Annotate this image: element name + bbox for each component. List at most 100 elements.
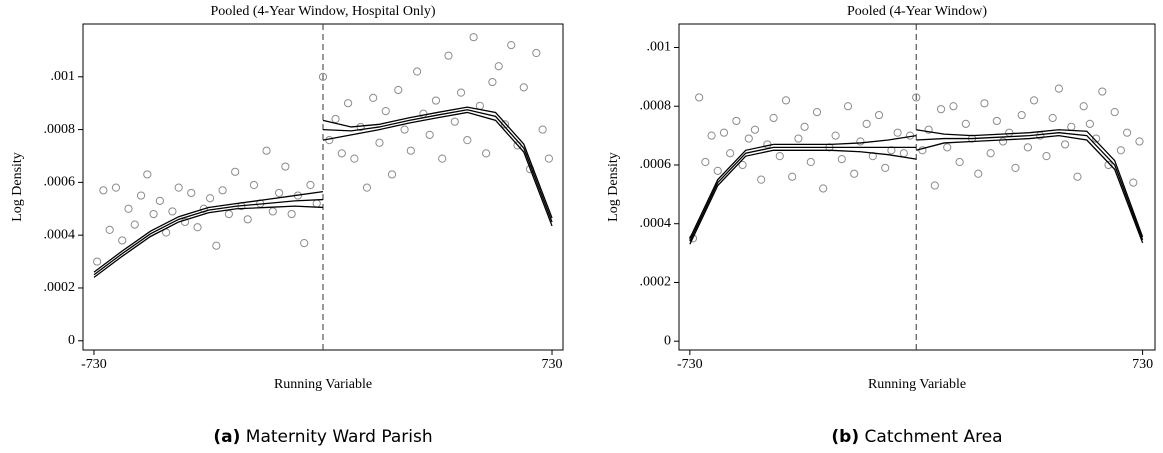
scatter-point [1135,137,1144,146]
scatter-point [726,149,735,158]
scatter-point [413,67,422,76]
chart-title: Pooled (4-Year Window) [847,4,987,19]
scatter-point [918,146,927,155]
y-axis-label: Log Density [10,152,25,222]
fit-line [322,111,553,227]
caption-label: (b) [831,427,859,447]
scatter-point [1048,113,1057,123]
scatter-point [1116,146,1125,155]
fit-line [322,106,553,219]
x-tick-label: 730 [542,357,563,372]
fit-line [93,205,324,278]
caption: (a) Maternity Ward Parish [213,427,432,447]
scatter-point [118,236,127,245]
scatter-point [111,183,121,192]
scatter-point [992,116,1001,126]
scatter-point [375,138,384,147]
scatter-point [936,105,946,114]
scatter-point [881,163,890,173]
scatter-point [837,154,846,164]
scatter-point [943,143,952,152]
scatter-point [899,149,908,158]
scatter-point [193,223,202,232]
scatter-point [155,196,164,205]
scatter-point [419,109,428,118]
scatter-point [788,172,797,181]
scatter-point [218,186,227,195]
scatter-point [488,77,497,87]
scatter-point [274,188,284,198]
scatter-point [974,169,983,178]
scatter-point [212,241,221,250]
scatter-point [1110,108,1119,117]
y-tick-label: .0004 [640,216,672,231]
scatter-point [1098,87,1107,96]
scatter-point [149,209,158,219]
scatter-point [262,146,271,155]
scatter-point [143,170,152,179]
y-tick-label: .0004 [44,227,76,242]
scatter-point [394,85,403,95]
scatter-point [800,122,809,131]
scatter-point [701,157,710,167]
scatter-point [174,183,183,192]
scatter-point [781,96,791,105]
scatter-point [331,114,340,124]
scatter-point [775,152,784,161]
scatter-point [732,116,741,126]
scatter-point [998,137,1008,146]
fit-line [689,146,917,242]
scatter-point [1060,140,1070,149]
scatter-point [713,166,722,175]
y-tick-label: .0006 [640,157,672,172]
scatter-point [949,102,958,111]
fit-line [916,134,1144,244]
scatter-point [1005,128,1014,137]
y-tick-label: 0 [68,333,75,348]
scatter-point [475,101,484,110]
scatter-point [300,238,309,248]
caption-text: Catchment Area [865,427,1003,447]
scatter-point [532,48,541,58]
scatter-point [268,207,277,216]
scatter-point [912,93,921,102]
x-tick-label: 730 [1132,357,1153,372]
caption: (b) Catchment Area [831,427,1002,447]
fit-line [93,198,324,276]
scatter-point [544,154,553,163]
scatter-point [769,113,778,123]
fit-line [916,129,1144,238]
scatter-point [93,257,102,266]
scatter-point [318,72,328,81]
scatter-point [312,199,321,208]
x-axis-label: Running Variable [274,377,372,392]
scatter-point [850,169,859,178]
scatter-point [381,107,390,116]
scatter-point [961,119,970,128]
scatter-point [986,149,995,158]
scatter-point [425,130,434,139]
scatter-point [1085,119,1094,128]
scatter-point [738,160,747,170]
scatter-point [507,41,516,50]
x-tick-label: -730 [677,357,703,372]
scatter-point [130,220,139,229]
scatter-point [1011,163,1020,173]
scatter-point [707,131,716,140]
scatter-point [180,217,190,227]
x-axis-label: Running Variable [868,377,966,392]
scatter-point [1067,122,1076,131]
plot-frame [678,23,1156,351]
scatter-point [1079,102,1088,111]
y-tick-label: .0006 [44,175,76,190]
scatter-point [325,136,334,145]
scatter-point [519,83,528,92]
scatter-point [831,131,840,140]
scatter-point [1104,160,1113,170]
scatter-point [1073,172,1082,181]
scatter-point [187,188,196,198]
scatter-point [1054,84,1063,93]
scatter-point [406,146,415,155]
fit-line [689,134,917,239]
scatter-point [757,175,766,184]
